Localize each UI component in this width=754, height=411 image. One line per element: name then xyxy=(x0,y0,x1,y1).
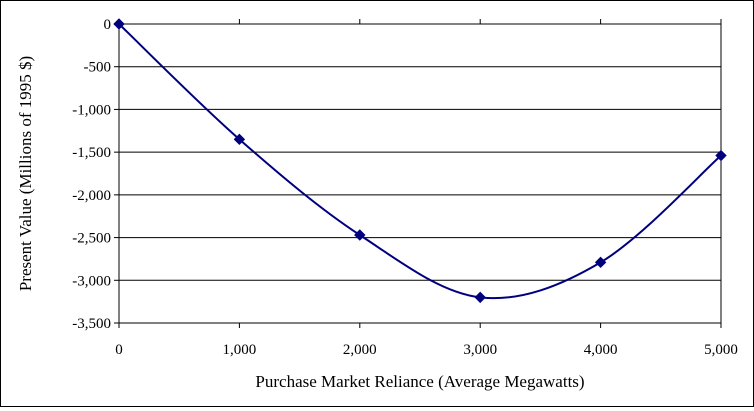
data-point-marker xyxy=(233,133,246,146)
x-tick-label: 4,000 xyxy=(584,342,618,358)
x-tick-label: 2,000 xyxy=(343,342,377,358)
y-axis-ticks: 0 -500 -1,000 -1,500 -2,000 -2,500 -3,000 -3,50… xyxy=(72,17,119,332)
series-line xyxy=(118,23,722,300)
data-point-marker xyxy=(474,291,486,304)
data-point-marker xyxy=(594,256,607,269)
plot-area-frame xyxy=(118,23,722,324)
y-tick-label: -1,000 xyxy=(72,102,111,118)
x-axis-label: Purchase Market Reliance (Average Megawa… xyxy=(255,372,584,391)
x-tick-label: 1,000 xyxy=(223,342,257,358)
y-tick-label: -2,000 xyxy=(72,188,111,204)
gridlines xyxy=(119,66,721,281)
data-point-marker xyxy=(715,149,727,162)
y-tick-label: -3,500 xyxy=(72,316,111,332)
series-layer xyxy=(113,18,727,304)
x-tick-label: 5,000 xyxy=(704,342,738,358)
y-axis-label: Present Value (Millions of 1995 $) xyxy=(16,56,35,291)
y-tick-label: -2,500 xyxy=(72,231,111,247)
y-tick-label: -500 xyxy=(84,60,112,76)
data-point-marker xyxy=(354,229,366,241)
x-axis-ticks: 0 1,000 2,000 3,000 4,000 5,000 xyxy=(115,19,738,358)
y-tick-label: -1,500 xyxy=(72,145,111,161)
x-tick-label: 3,000 xyxy=(463,342,497,358)
plot-area-border xyxy=(118,23,722,324)
x-tick-label: 0 xyxy=(115,342,123,358)
data-point-marker xyxy=(113,18,125,30)
y-tick-label: -3,000 xyxy=(72,273,111,289)
y-tick-label: 0 xyxy=(104,17,112,33)
